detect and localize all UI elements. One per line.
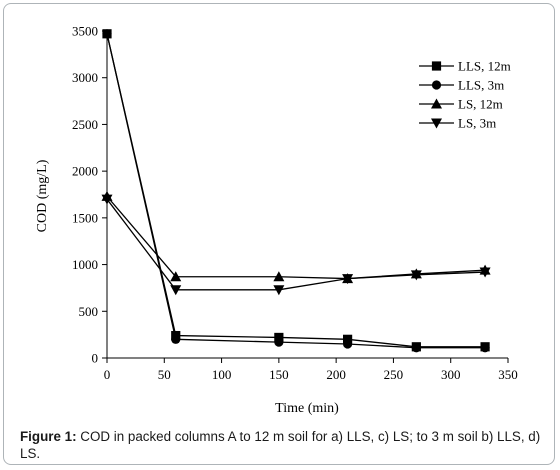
legend-item: LLS, 12m xyxy=(419,59,511,74)
series-1 xyxy=(102,29,490,352)
data-point xyxy=(274,332,284,343)
data-point xyxy=(102,29,112,39)
x-tick-label: 0 xyxy=(104,367,111,382)
legend-marker xyxy=(431,118,442,129)
data-point xyxy=(170,271,182,282)
series-line xyxy=(106,33,486,349)
y-tick-label: 3500 xyxy=(72,24,98,39)
legend: LLS, 12m LLS, 3m LS, 12m LS, 3m xyxy=(419,59,511,131)
x-tick-label: 150 xyxy=(269,367,289,382)
data-point xyxy=(343,339,353,349)
data-point xyxy=(273,271,285,282)
legend-label: LS, 3m xyxy=(458,116,496,131)
data-point xyxy=(342,274,354,285)
data-point xyxy=(273,285,285,296)
data-point xyxy=(101,194,113,205)
legend-item: LS, 3m xyxy=(419,116,496,131)
legend-item: LLS, 3m xyxy=(419,78,504,93)
x-tick-label: 100 xyxy=(212,367,232,382)
x-tick-label: 300 xyxy=(441,367,461,382)
data-point xyxy=(274,337,284,347)
series-line xyxy=(106,198,486,291)
y-axis-label: COD (mg/L) xyxy=(35,159,50,232)
y-tick-label: 0 xyxy=(92,351,99,366)
axes: 0 50 100 150 200 250 300 3500500100015002000250… xyxy=(72,24,518,383)
legend-label: LS, 12m xyxy=(458,97,503,112)
caption-label: Figure 1: xyxy=(20,429,77,444)
y-tick-label: 500 xyxy=(79,304,99,319)
figure-caption: Figure 1: COD in packed columns A to 12 … xyxy=(20,428,542,462)
y-tick-label: 2000 xyxy=(72,164,98,179)
data-point xyxy=(171,334,181,344)
x-axis-label: Time (min) xyxy=(275,401,339,416)
legend-label: LLS, 3m xyxy=(458,78,504,93)
cod-line-chart: 0 50 100 150 200 250 300 3500500100015002000250… xyxy=(35,24,518,417)
y-tick-label: 3000 xyxy=(72,70,98,85)
caption-text: COD in packed columns A to 12 m soil for… xyxy=(20,429,541,461)
data-point xyxy=(410,270,422,281)
data-point xyxy=(343,334,353,344)
series-lines xyxy=(101,29,491,353)
legend-marker xyxy=(431,80,442,90)
legend-item: LS, 12m xyxy=(419,97,503,112)
legend-marker xyxy=(431,61,442,71)
y-tick-label: 1500 xyxy=(72,210,98,225)
legend-label: LLS, 12m xyxy=(458,59,511,74)
series-2 xyxy=(102,29,490,353)
data-point xyxy=(479,267,491,278)
y-tick-label: 1000 xyxy=(72,257,98,272)
x-tick-label: 50 xyxy=(158,367,171,382)
series-line xyxy=(106,195,486,280)
series-4 xyxy=(101,194,491,296)
figure-frame xyxy=(3,3,555,465)
y-tick-label: 2500 xyxy=(72,117,98,132)
data-point xyxy=(170,285,182,296)
data-point xyxy=(411,343,421,353)
x-tick-label: 350 xyxy=(498,367,518,382)
series-line xyxy=(106,33,486,348)
data-point xyxy=(480,343,490,353)
x-tick-label: 200 xyxy=(326,367,346,382)
x-tick-label: 250 xyxy=(384,367,404,382)
legend-marker xyxy=(431,98,442,109)
